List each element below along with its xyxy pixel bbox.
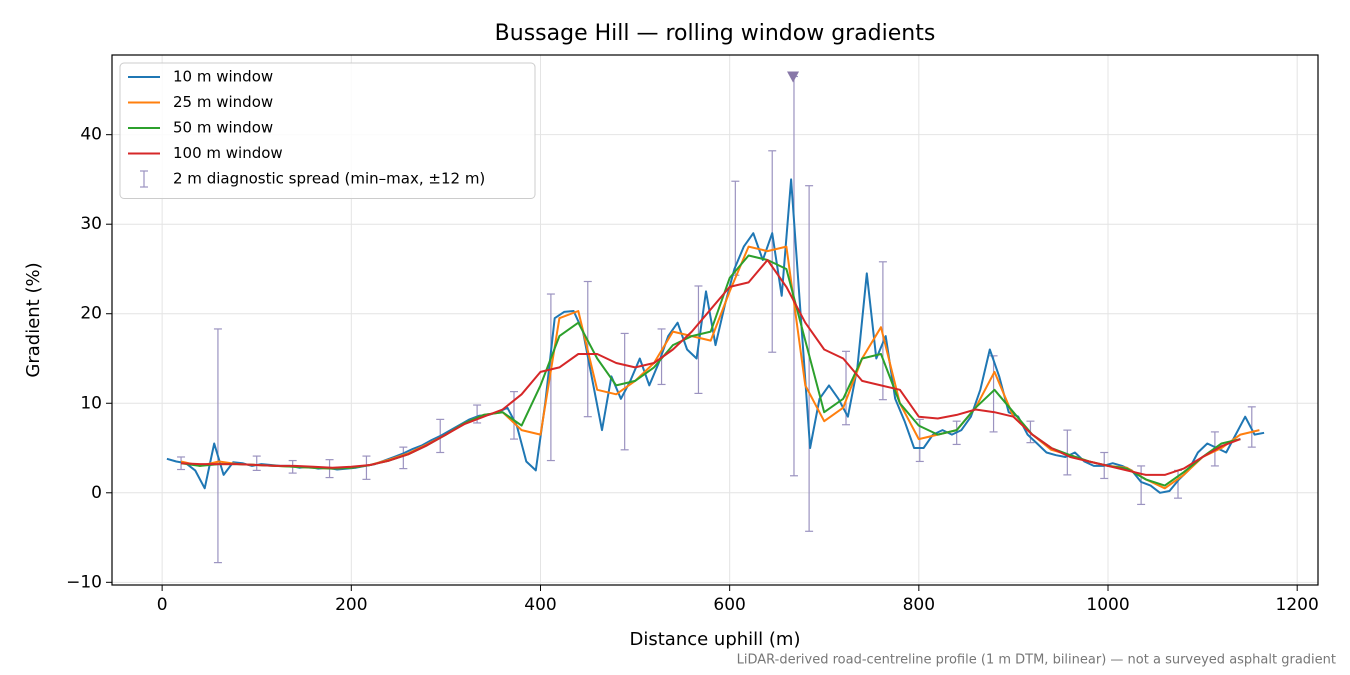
error-bar (989, 355, 998, 433)
chart-title: Bussage Hill — rolling window gradients (495, 21, 936, 46)
legend-label: 10 m window (173, 68, 273, 86)
y-tick-label: 20 (80, 304, 102, 324)
legend-label: 50 m window (173, 119, 273, 137)
error-bar (213, 328, 222, 564)
x-tick-label: 1200 (1276, 595, 1319, 615)
x-tick-label: 800 (903, 595, 935, 615)
x-tick-label: 1000 (1086, 595, 1129, 615)
error-bar (1247, 406, 1256, 448)
legend-label: 2 m diagnostic spread (min–max, ±12 m) (173, 170, 485, 188)
legend-swatch (140, 170, 148, 188)
series-line (180, 259, 1241, 476)
peak-marker (787, 71, 800, 83)
y-tick-label: −10 (66, 572, 102, 592)
plot-frame (111, 54, 1319, 586)
x-tick-label: 400 (524, 595, 556, 615)
y-axis-label: Gradient (%) (23, 262, 44, 377)
error-bar (768, 150, 777, 353)
series-line (166, 178, 1265, 494)
error-bar (362, 455, 371, 480)
error-bar (546, 293, 555, 462)
error-bar (1063, 429, 1072, 476)
series-line (180, 254, 1241, 487)
x-tick-label: 200 (335, 595, 367, 615)
y-tick-label: 30 (80, 214, 102, 234)
series-line (180, 245, 1260, 490)
x-tick-label: 600 (713, 595, 745, 615)
error-bar (399, 446, 408, 470)
error-bar (252, 455, 261, 472)
legend-label: 25 m window (173, 93, 273, 111)
x-axis-label: Distance uphill (m) (630, 629, 801, 650)
y-tick-label: 10 (80, 393, 102, 413)
y-tick-label: 0 (91, 483, 102, 503)
legend-label: 100 m window (173, 144, 283, 162)
x-tick-label: 0 (157, 595, 168, 615)
footnote: LiDAR-derived road-centreline profile (1… (737, 653, 1336, 668)
legend-box (119, 62, 536, 199)
y-tick-label: 40 (80, 125, 102, 145)
error-bar (1137, 465, 1146, 506)
